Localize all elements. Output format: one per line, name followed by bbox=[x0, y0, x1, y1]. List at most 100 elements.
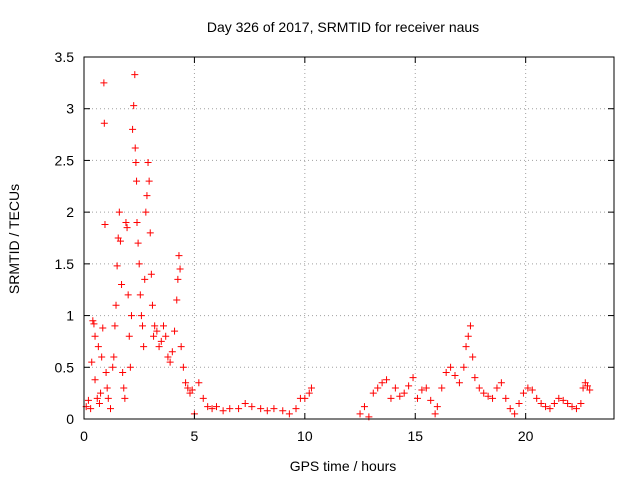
data-point bbox=[383, 376, 391, 384]
data-point bbox=[484, 392, 492, 400]
data-point bbox=[550, 399, 558, 407]
data-point bbox=[559, 396, 567, 404]
data-point bbox=[188, 386, 196, 394]
data-point bbox=[155, 343, 163, 351]
data-point bbox=[263, 407, 271, 415]
data-point bbox=[568, 403, 576, 411]
data-point bbox=[433, 403, 441, 411]
data-point bbox=[99, 324, 107, 332]
data-point bbox=[150, 332, 158, 340]
x-tick-label: 15 bbox=[407, 428, 423, 444]
data-point bbox=[226, 405, 234, 413]
data-point bbox=[98, 353, 106, 361]
data-point bbox=[157, 337, 165, 345]
data-point bbox=[572, 405, 580, 413]
data-point bbox=[122, 218, 130, 226]
data-point bbox=[564, 399, 572, 407]
data-point bbox=[257, 405, 265, 413]
data-point bbox=[126, 363, 134, 371]
data-point bbox=[555, 394, 563, 402]
data-point bbox=[162, 332, 170, 340]
data-point bbox=[431, 410, 439, 418]
data-point bbox=[131, 71, 139, 79]
data-point bbox=[248, 403, 256, 411]
data-point bbox=[115, 208, 123, 216]
data-point bbox=[125, 332, 133, 340]
data-point bbox=[279, 407, 287, 415]
x-axis-label: GPS time / hours bbox=[290, 458, 397, 474]
data-point bbox=[396, 392, 404, 400]
data-point bbox=[175, 252, 183, 260]
y-tick-label: 3.5 bbox=[55, 49, 75, 65]
data-point bbox=[120, 384, 128, 392]
data-point bbox=[151, 322, 159, 330]
data-point bbox=[533, 394, 541, 402]
data-point bbox=[409, 374, 417, 382]
data-point bbox=[301, 394, 309, 402]
y-tick-label: 0 bbox=[66, 411, 74, 427]
data-point bbox=[391, 384, 399, 392]
data-point bbox=[103, 384, 111, 392]
data-point bbox=[497, 379, 505, 387]
data-point bbox=[480, 389, 488, 397]
data-point bbox=[88, 358, 96, 366]
data-point bbox=[305, 389, 313, 397]
x-tick-label: 20 bbox=[518, 428, 534, 444]
data-point bbox=[179, 363, 187, 371]
data-point bbox=[455, 379, 463, 387]
data-point bbox=[511, 410, 519, 418]
data-point bbox=[110, 353, 118, 361]
y-axis-label: SRMTID / TECUs bbox=[6, 184, 22, 294]
y-tick-label: 2 bbox=[66, 204, 74, 220]
data-point bbox=[109, 363, 117, 371]
data-point bbox=[160, 322, 167, 330]
data-point bbox=[118, 281, 126, 289]
data-point bbox=[94, 343, 102, 351]
data-point bbox=[184, 384, 192, 392]
data-point bbox=[111, 322, 119, 330]
data-point bbox=[89, 317, 97, 325]
data-point bbox=[213, 403, 220, 411]
data-point bbox=[413, 394, 421, 402]
data-point bbox=[219, 407, 227, 415]
data-point bbox=[462, 343, 470, 351]
data-point bbox=[129, 125, 137, 133]
data-point bbox=[134, 239, 142, 247]
data-point bbox=[124, 291, 132, 299]
data-point bbox=[369, 389, 377, 397]
data-point bbox=[140, 343, 148, 351]
data-point bbox=[164, 353, 172, 361]
data-point bbox=[546, 405, 554, 413]
data-point bbox=[447, 363, 455, 371]
y-tick-label: 0.5 bbox=[55, 359, 75, 375]
data-point bbox=[524, 384, 532, 392]
data-point bbox=[147, 270, 155, 278]
x-tick-label: 10 bbox=[297, 428, 313, 444]
data-point bbox=[422, 384, 430, 392]
data-point bbox=[144, 158, 152, 166]
data-point bbox=[143, 192, 151, 200]
data-point bbox=[84, 396, 92, 404]
data-point bbox=[292, 405, 300, 413]
data-point bbox=[537, 399, 545, 407]
data-point bbox=[235, 405, 243, 413]
data-point bbox=[93, 394, 101, 402]
data-point bbox=[208, 405, 216, 413]
data-point bbox=[153, 327, 161, 335]
data-point bbox=[469, 353, 477, 361]
data-point bbox=[285, 410, 293, 418]
data-point bbox=[107, 405, 114, 413]
data-point bbox=[95, 399, 103, 407]
data-point bbox=[199, 394, 207, 402]
data-point bbox=[148, 301, 156, 309]
data-point bbox=[387, 394, 395, 402]
data-point bbox=[360, 403, 368, 411]
data-point bbox=[166, 358, 174, 366]
data-point bbox=[182, 379, 190, 387]
data-point bbox=[464, 332, 472, 340]
data-points bbox=[82, 71, 594, 421]
data-point bbox=[116, 237, 124, 245]
data-point bbox=[130, 102, 138, 110]
data-point bbox=[132, 158, 140, 166]
data-point bbox=[241, 399, 249, 407]
